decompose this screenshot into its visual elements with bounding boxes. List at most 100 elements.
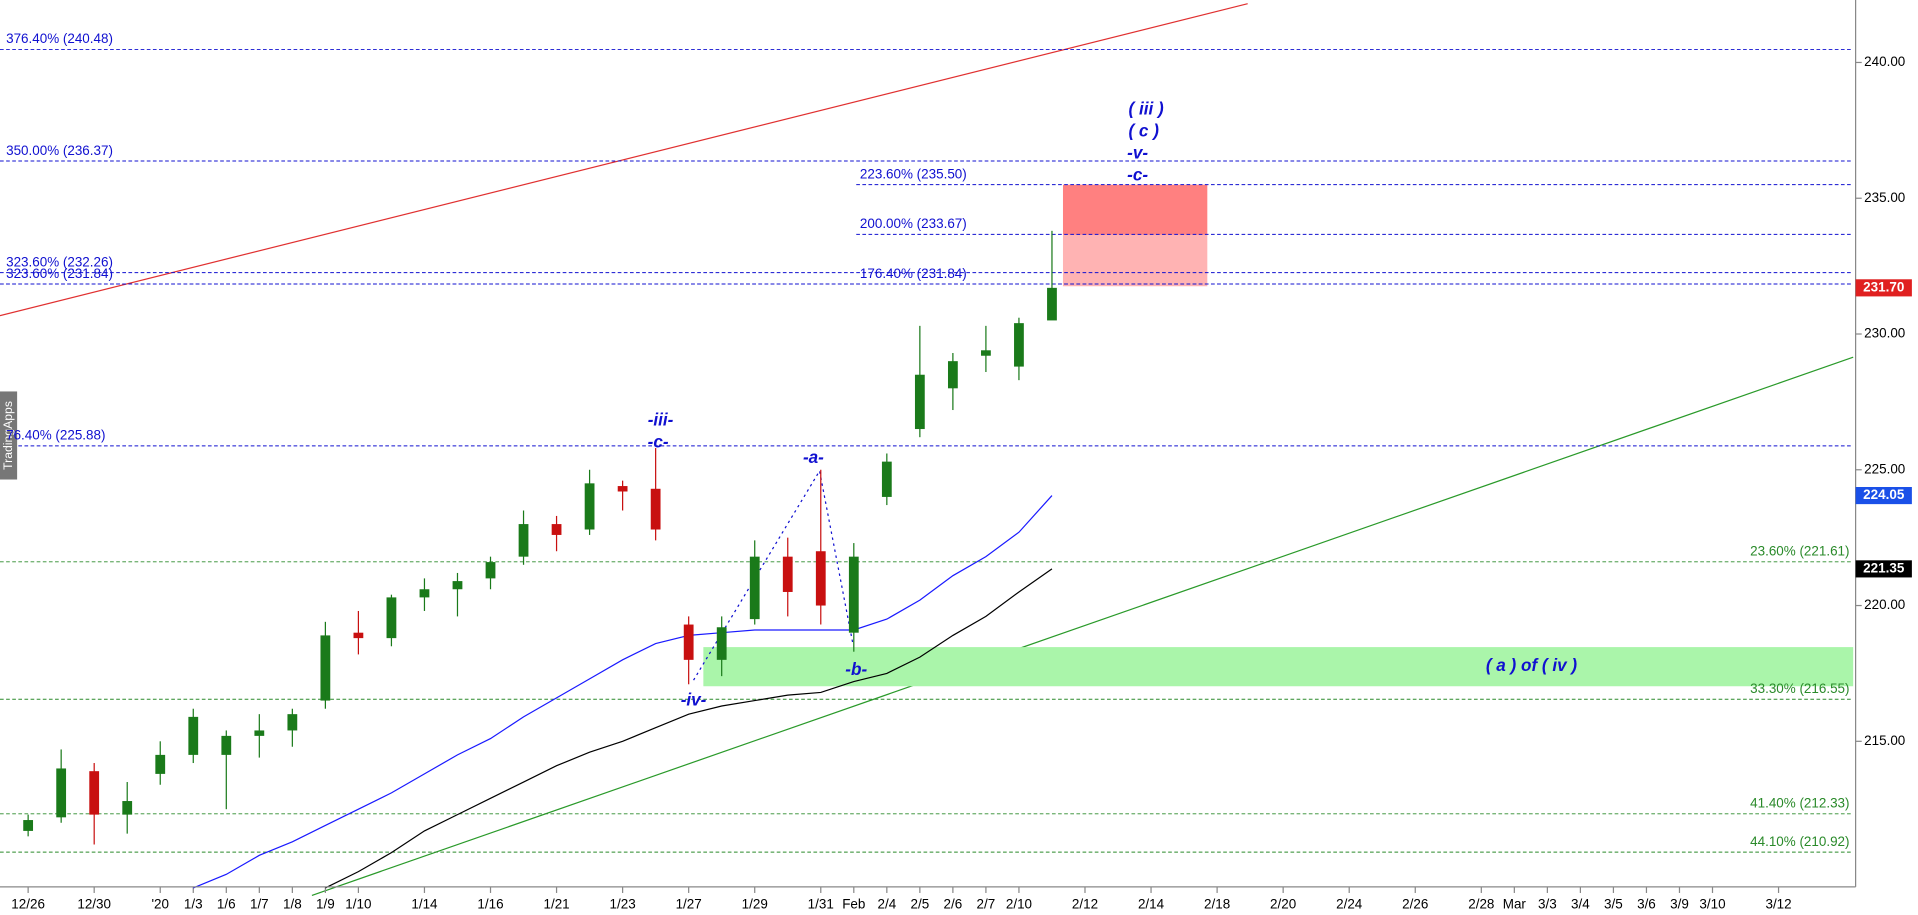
x-tick-label: Feb bbox=[842, 897, 865, 912]
candle-body bbox=[386, 597, 397, 639]
x-tick-label: 1/10 bbox=[345, 897, 371, 912]
wave-label: ( a ) of ( iv ) bbox=[1486, 656, 1578, 675]
x-tick-label: 2/24 bbox=[1336, 897, 1363, 912]
x-tick-label: 2/6 bbox=[944, 897, 963, 912]
candle-body bbox=[848, 556, 859, 633]
watermark-tag bbox=[0, 391, 18, 480]
target-zone-top bbox=[1062, 184, 1208, 235]
y-tick-label: 230.00 bbox=[1864, 326, 1905, 341]
wave-label: ( iii ) bbox=[1129, 100, 1164, 119]
candle-body bbox=[981, 350, 991, 356]
candle-body bbox=[782, 556, 793, 592]
fib-label: 323.60% (231.84) bbox=[6, 266, 113, 281]
x-tick-label: 3/12 bbox=[1765, 897, 1791, 912]
price-label: 224.05 bbox=[1863, 487, 1905, 502]
candle-body bbox=[815, 551, 826, 606]
x-tick-label: 12/30 bbox=[77, 897, 111, 912]
candle-body bbox=[518, 524, 529, 557]
candle-body bbox=[419, 589, 430, 598]
candle-body bbox=[1047, 287, 1057, 321]
fib-label: 376.40% (240.48) bbox=[6, 31, 113, 46]
y-tick-label: 240.00 bbox=[1864, 54, 1905, 69]
x-tick-label: 1/29 bbox=[742, 897, 768, 912]
fib-label: 33.30% (216.55) bbox=[1750, 681, 1849, 696]
candle-body bbox=[551, 524, 562, 535]
y-tick-label: 235.00 bbox=[1864, 190, 1905, 205]
x-tick-label: 2/26 bbox=[1402, 897, 1428, 912]
candle-body bbox=[617, 486, 628, 492]
support-zone bbox=[703, 647, 1854, 687]
x-tick-label: 2/14 bbox=[1138, 897, 1165, 912]
y-tick-label: 225.00 bbox=[1864, 461, 1905, 476]
x-tick-label: 2/4 bbox=[877, 897, 896, 912]
fib-label: 323.60% (232.26) bbox=[6, 254, 113, 269]
y-tick-label: 220.00 bbox=[1864, 597, 1905, 612]
fib-label: 44.10% (210.92) bbox=[1750, 834, 1849, 849]
candle-body bbox=[188, 716, 199, 755]
candle-body bbox=[287, 714, 298, 731]
x-tick-label: 2/18 bbox=[1204, 897, 1230, 912]
candle-body bbox=[320, 635, 331, 701]
x-tick-label: 3/5 bbox=[1604, 897, 1623, 912]
x-tick-label: 3/9 bbox=[1670, 897, 1689, 912]
x-tick-label: 2/28 bbox=[1468, 897, 1494, 912]
fib-label: 200.00% (233.67) bbox=[860, 216, 967, 231]
wave-label: -iii- bbox=[648, 410, 674, 429]
candle-body bbox=[947, 361, 958, 389]
candle-body bbox=[155, 754, 166, 774]
fib-label: 223.60% (235.50) bbox=[860, 166, 967, 181]
x-tick-label: 1/31 bbox=[808, 897, 834, 912]
candle-body bbox=[683, 624, 694, 660]
candle-body bbox=[89, 771, 100, 815]
wave-label: -c- bbox=[648, 432, 669, 451]
x-tick-label: 1/9 bbox=[316, 897, 335, 912]
wave-label: ( c ) bbox=[1128, 122, 1159, 141]
x-tick-label: 3/4 bbox=[1571, 897, 1590, 912]
x-tick-label: 2/10 bbox=[1006, 897, 1032, 912]
candle-body bbox=[23, 820, 34, 831]
wave-label: -iv- bbox=[681, 690, 707, 709]
candle-body bbox=[584, 483, 595, 530]
x-tick-label: 1/6 bbox=[217, 897, 236, 912]
candle-body bbox=[254, 730, 265, 736]
y-tick-label: 215.00 bbox=[1864, 733, 1905, 748]
candle-body bbox=[1014, 323, 1024, 367]
candle-body bbox=[353, 632, 364, 639]
price-label: 231.70 bbox=[1863, 279, 1904, 294]
candle-body bbox=[452, 581, 463, 590]
watermark: TradingApps bbox=[1, 401, 15, 470]
trend-line-green bbox=[311, 356, 1854, 896]
trend-line-red bbox=[0, 3, 1248, 317]
target-zone bbox=[1062, 234, 1208, 287]
candle-body bbox=[881, 461, 892, 497]
x-tick-label: 1/21 bbox=[543, 897, 569, 912]
x-tick-label: 2/12 bbox=[1072, 897, 1098, 912]
moving-average bbox=[193, 495, 1053, 889]
x-tick-label: Mar bbox=[1503, 897, 1527, 912]
candle-body bbox=[749, 556, 760, 620]
x-tick-label: 1/27 bbox=[676, 897, 702, 912]
labels: 215.00 220.00 225.00 230.00 235.00 240.00 12/2… bbox=[6, 31, 1912, 912]
moving-average bbox=[325, 568, 1053, 889]
fib-label: 23.60% (221.61) bbox=[1750, 544, 1849, 559]
x-tick-label: 1/7 bbox=[250, 897, 269, 912]
x-tick-label: 12/26 bbox=[11, 897, 45, 912]
x-tick-label: 2/20 bbox=[1270, 897, 1296, 912]
price-label: 221.35 bbox=[1863, 560, 1905, 575]
price-label-box bbox=[1855, 279, 1912, 297]
candle-body bbox=[56, 768, 67, 818]
x-tick-label: '20 bbox=[151, 897, 169, 912]
fib-label: 41.40% (212.33) bbox=[1750, 796, 1849, 811]
levels bbox=[0, 48, 1862, 893]
x-tick-label: 2/7 bbox=[977, 897, 996, 912]
x-tick-label: 1/23 bbox=[610, 897, 636, 912]
candle-body bbox=[914, 374, 925, 430]
wave-label: -c- bbox=[1127, 166, 1148, 185]
fib-label: 176.40% (231.84) bbox=[860, 266, 967, 281]
x-tick-label: 3/10 bbox=[1699, 897, 1725, 912]
x-tick-label: 3/3 bbox=[1538, 897, 1557, 912]
x-tick-label: 1/14 bbox=[411, 897, 438, 912]
candle-body bbox=[716, 627, 727, 660]
price-label-box bbox=[1855, 487, 1912, 505]
